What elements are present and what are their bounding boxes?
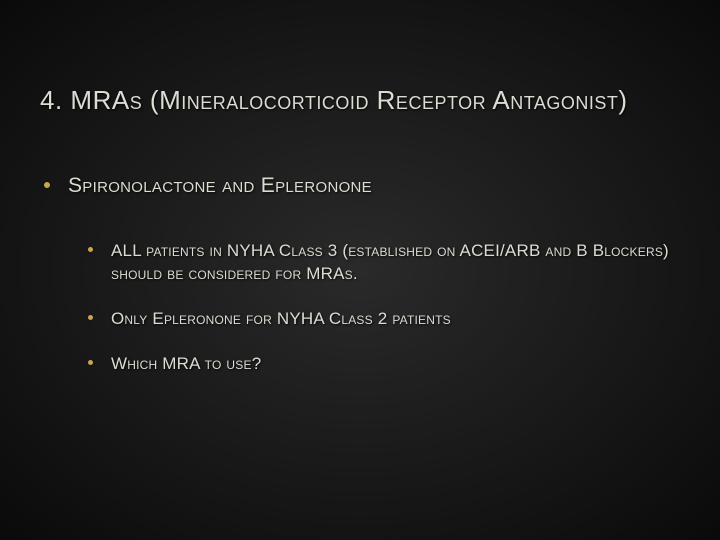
title-number: 4. [40,85,70,115]
bullet-dot-icon [88,315,93,320]
bullet-level2-3: Which MRA to use? [40,353,680,376]
title-text: MRAs (Mineralocorticoid Receptor Antagon… [70,85,627,115]
bullet-level1-1: Spironolactone and Epleronone [40,174,680,198]
bullet-dot-icon [88,247,93,252]
bullet-level2-1: ALL patients in NYHA Class 3 (establishe… [40,240,680,286]
slide-title: 4. MRAs (Mineralocorticoid Receptor Anta… [40,85,680,116]
slide-container: 4. MRAs (Mineralocorticoid Receptor Anta… [0,0,720,540]
bullet-level2-3-text: Which MRA to use? [111,353,261,376]
bullet-level1-1-text: Spironolactone and Epleronone [68,174,372,198]
bullet-level2-1-text: ALL patients in NYHA Class 3 (establishe… [111,240,680,286]
bullet-dot-icon [88,360,93,365]
bullet-level2-2-text: Only Epleronone for NYHA Class 2 patient… [111,308,451,331]
bullet-level2-2: Only Epleronone for NYHA Class 2 patient… [40,308,680,331]
bullet-dot-icon [44,182,50,188]
